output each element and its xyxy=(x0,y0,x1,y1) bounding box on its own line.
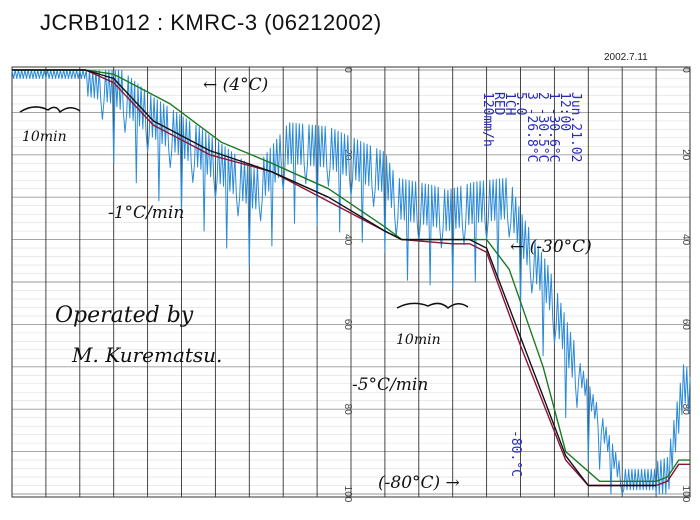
y-tick-label: 0 xyxy=(680,67,691,73)
recorder-info-line: 1CH xyxy=(502,92,517,115)
chart-grid xyxy=(11,67,691,497)
y-tick-label: 80 xyxy=(680,404,691,416)
series-line-0 xyxy=(11,69,691,495)
annotation-rate-1: -1°C/min xyxy=(108,203,184,223)
annotation-operator: M. Kurematsu. xyxy=(71,343,222,367)
y-tick-label: 0 xyxy=(342,67,353,73)
annotation-10min-1: 10min xyxy=(22,129,67,145)
recorder-info-line: Jun.21.02 xyxy=(568,92,583,162)
recorder-info-line: 5.0 xyxy=(513,92,528,115)
annotation-hold-4c: ← (4°C) xyxy=(203,75,268,95)
trace-temp-label: -80.°C xyxy=(508,430,523,477)
annotation-hold-80c: (-80°C) → xyxy=(378,473,460,493)
annotation-10min-2: 10min xyxy=(396,332,441,348)
annotation-hold-30c: ← (-30°C) xyxy=(510,237,592,257)
page-title: JCRB1012 : KMRC-3 (06212002) xyxy=(40,10,382,35)
chart-series xyxy=(11,69,691,495)
recorder-info-block: Jun.21.0212:001 -30.6°C2 -30.5°C3 -26.8°… xyxy=(480,92,583,162)
bracket-10min-1 xyxy=(19,106,81,114)
annotation-operated-by: Operated by xyxy=(55,303,194,328)
y-tick-label: 100 xyxy=(342,486,353,503)
recorder-info-line: 1 -30.6°C xyxy=(546,92,561,162)
y-tick-label: 100 xyxy=(680,486,691,503)
recorder-info-line: 120mm/h xyxy=(480,92,495,147)
y-tick-label: 20 xyxy=(680,149,691,161)
y-tick-label: 40 xyxy=(680,234,691,246)
series-line-3 xyxy=(12,69,657,487)
recorder-info-text: Jun.21.0212:001 -30.6°C2 -30.5°C3 -26.8°… xyxy=(480,92,583,162)
print-date: 2002.7.11 xyxy=(604,52,648,63)
y-tick-label: 80 xyxy=(342,404,353,416)
recorder-info-line: 2 -30.5°C xyxy=(535,92,550,162)
recorder-info-line: RED xyxy=(491,92,506,116)
recorder-info-line: 12:00 xyxy=(557,92,572,131)
bracket-10min-2 xyxy=(396,302,469,310)
y-tick-label: 60 xyxy=(680,319,691,331)
annotation-rate-5: -5°C/min xyxy=(352,375,428,395)
trace-temp-label-text: -80.°C xyxy=(508,430,523,477)
y-tick-label: 60 xyxy=(342,319,353,331)
y-axis-right: 0 20 40 60 80 100 xyxy=(680,67,691,503)
recorder-info-line: 3 -26.8°C xyxy=(524,92,539,162)
y-tick-label: 40 xyxy=(342,234,353,246)
